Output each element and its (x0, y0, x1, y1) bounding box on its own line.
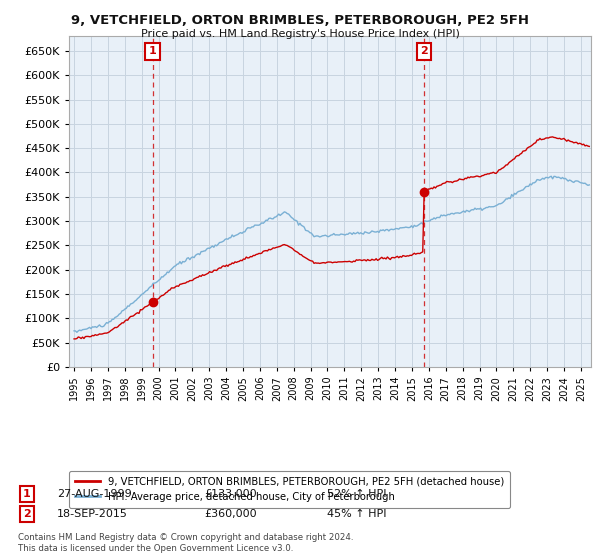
Text: 18-SEP-2015: 18-SEP-2015 (57, 509, 128, 519)
Text: 52% ↑ HPI: 52% ↑ HPI (327, 489, 386, 499)
Text: Contains HM Land Registry data © Crown copyright and database right 2024.
This d: Contains HM Land Registry data © Crown c… (18, 533, 353, 553)
Text: 1: 1 (23, 489, 31, 499)
Legend: 9, VETCHFIELD, ORTON BRIMBLES, PETERBOROUGH, PE2 5FH (detached house), HPI: Aver: 9, VETCHFIELD, ORTON BRIMBLES, PETERBORO… (69, 471, 510, 508)
Text: 2: 2 (420, 46, 428, 56)
Text: 45% ↑ HPI: 45% ↑ HPI (327, 509, 386, 519)
Text: 1: 1 (149, 46, 157, 56)
Text: 27-AUG-1999: 27-AUG-1999 (57, 489, 132, 499)
Text: 2: 2 (23, 509, 31, 519)
Text: 9, VETCHFIELD, ORTON BRIMBLES, PETERBOROUGH, PE2 5FH: 9, VETCHFIELD, ORTON BRIMBLES, PETERBORO… (71, 14, 529, 27)
Text: £133,000: £133,000 (204, 489, 257, 499)
Text: Price paid vs. HM Land Registry's House Price Index (HPI): Price paid vs. HM Land Registry's House … (140, 29, 460, 39)
Text: £360,000: £360,000 (204, 509, 257, 519)
